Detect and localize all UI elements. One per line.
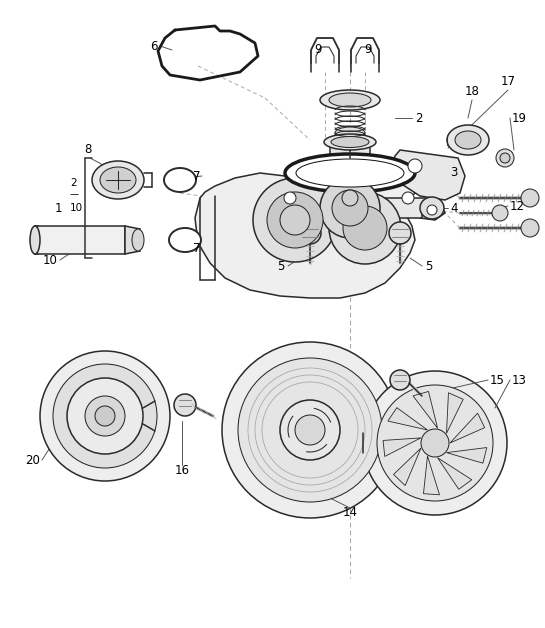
Ellipse shape: [100, 167, 136, 193]
Text: —: —: [70, 190, 79, 200]
Ellipse shape: [285, 154, 415, 192]
Polygon shape: [195, 156, 420, 298]
Polygon shape: [423, 456, 439, 495]
Text: 20: 20: [25, 453, 40, 467]
Text: 5: 5: [277, 259, 285, 273]
Circle shape: [332, 190, 368, 226]
Circle shape: [295, 415, 325, 445]
Circle shape: [521, 219, 539, 237]
Circle shape: [174, 394, 196, 416]
Polygon shape: [383, 438, 421, 457]
Circle shape: [253, 178, 337, 262]
Ellipse shape: [92, 161, 144, 199]
Circle shape: [320, 178, 380, 238]
Text: 12: 12: [510, 200, 525, 212]
Circle shape: [342, 190, 358, 206]
Ellipse shape: [30, 226, 40, 254]
Circle shape: [329, 192, 401, 264]
Polygon shape: [446, 448, 487, 463]
Circle shape: [421, 429, 449, 457]
Polygon shape: [393, 448, 421, 485]
Ellipse shape: [296, 159, 404, 187]
Circle shape: [299, 222, 321, 244]
Circle shape: [390, 370, 410, 390]
Text: 19: 19: [512, 112, 527, 124]
Circle shape: [496, 149, 514, 167]
Polygon shape: [125, 226, 140, 254]
Ellipse shape: [324, 134, 376, 150]
Polygon shape: [450, 413, 485, 443]
Polygon shape: [446, 392, 463, 433]
Ellipse shape: [455, 131, 481, 149]
Circle shape: [53, 364, 157, 468]
Text: 15: 15: [490, 374, 505, 386]
Ellipse shape: [329, 93, 371, 107]
Circle shape: [500, 153, 510, 163]
Text: 7: 7: [192, 242, 200, 254]
Circle shape: [492, 205, 508, 221]
Text: 7: 7: [192, 170, 200, 183]
Text: 1: 1: [54, 202, 62, 215]
Circle shape: [363, 371, 507, 515]
Text: 4: 4: [450, 202, 457, 215]
Polygon shape: [330, 133, 370, 156]
Circle shape: [284, 192, 296, 204]
Circle shape: [222, 342, 398, 518]
Circle shape: [238, 358, 382, 502]
Polygon shape: [268, 198, 432, 218]
Text: 10: 10: [70, 203, 83, 213]
Text: 9: 9: [364, 43, 372, 56]
Text: 5: 5: [425, 259, 432, 273]
Circle shape: [427, 205, 437, 215]
Text: 6: 6: [150, 40, 158, 53]
Polygon shape: [35, 226, 125, 254]
Circle shape: [280, 400, 340, 460]
Text: 16: 16: [174, 463, 190, 477]
Circle shape: [95, 406, 115, 426]
Polygon shape: [388, 408, 427, 430]
Polygon shape: [415, 200, 445, 220]
Polygon shape: [438, 458, 472, 489]
Text: 13: 13: [512, 374, 527, 386]
Circle shape: [280, 205, 310, 235]
Polygon shape: [390, 150, 465, 200]
Circle shape: [85, 396, 125, 436]
Circle shape: [521, 189, 539, 207]
Circle shape: [377, 385, 493, 501]
Text: 17: 17: [500, 75, 516, 88]
Text: 14: 14: [342, 507, 358, 519]
Text: 2: 2: [415, 112, 422, 124]
Circle shape: [40, 351, 170, 481]
Circle shape: [389, 222, 411, 244]
Circle shape: [67, 378, 143, 454]
Ellipse shape: [335, 127, 365, 139]
Circle shape: [402, 192, 414, 204]
Circle shape: [343, 206, 387, 250]
Text: 9: 9: [314, 43, 322, 56]
Ellipse shape: [164, 168, 196, 192]
Text: 10: 10: [43, 254, 58, 266]
Ellipse shape: [420, 197, 444, 219]
Text: 8: 8: [84, 143, 92, 156]
Text: 3: 3: [450, 166, 457, 180]
Ellipse shape: [132, 229, 144, 251]
Ellipse shape: [331, 136, 369, 148]
Text: 2: 2: [70, 178, 77, 188]
Circle shape: [408, 159, 422, 173]
Ellipse shape: [320, 90, 380, 110]
Text: 18: 18: [464, 85, 480, 98]
Circle shape: [267, 192, 323, 248]
Ellipse shape: [169, 228, 201, 252]
Polygon shape: [413, 391, 438, 428]
Ellipse shape: [447, 125, 489, 155]
